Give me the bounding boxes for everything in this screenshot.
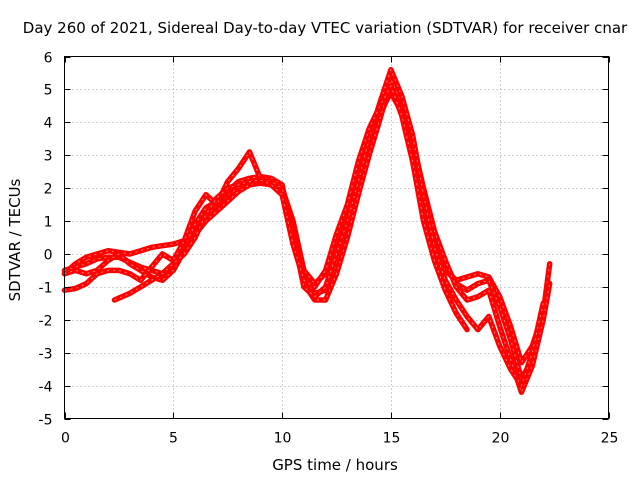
y-tick-label: -3	[39, 347, 53, 363]
series-marker-texture-4	[64, 68, 544, 387]
series-group	[61, 66, 553, 395]
x-tick-label: 20	[492, 431, 510, 447]
x-axis-label: GPS time / hours	[272, 456, 398, 474]
series-line-3	[61, 76, 553, 395]
y-tick-label: 6	[44, 51, 53, 67]
chart-title: Day 260 of 2021, Sidereal Day-to-day VTE…	[23, 19, 628, 37]
x-tick-label: 5	[169, 431, 178, 447]
series-marker-texture-2	[64, 88, 544, 381]
x-tick-label: 10	[274, 431, 292, 447]
series-line-4	[61, 66, 546, 389]
series-line-2	[61, 86, 546, 382]
y-tick-label: -4	[39, 380, 53, 396]
y-tick-label: -1	[39, 281, 53, 297]
series-line-5	[111, 83, 470, 333]
series-marker-texture-3	[64, 78, 551, 394]
x-tick-label: 25	[601, 431, 619, 447]
y-tick-label: -2	[39, 314, 53, 330]
plot-frame	[64, 56, 609, 419]
series-marker-texture-1	[64, 91, 551, 364]
y-tick-label: 4	[44, 116, 53, 132]
y-tick-label: 0	[44, 248, 53, 264]
axis-tick-labels: -5 -4 -3 -2 -1 0 1 2 3 4 5 6 0 5 10 15 20 25	[39, 51, 619, 447]
gridlines	[64, 56, 609, 419]
y-tick-label: 5	[44, 83, 53, 99]
y-tick-label: 3	[44, 149, 53, 165]
y-tick-label: -5	[39, 413, 53, 429]
y-tick-label: 1	[44, 215, 53, 231]
series-line-1	[61, 89, 553, 366]
x-tick-label: 0	[61, 431, 70, 447]
y-tick-label: 2	[44, 182, 53, 198]
x-tick-label: 15	[383, 431, 401, 447]
y-axis-label: SDTVAR / TECUs	[6, 178, 24, 301]
axis-ticks	[64, 56, 610, 420]
